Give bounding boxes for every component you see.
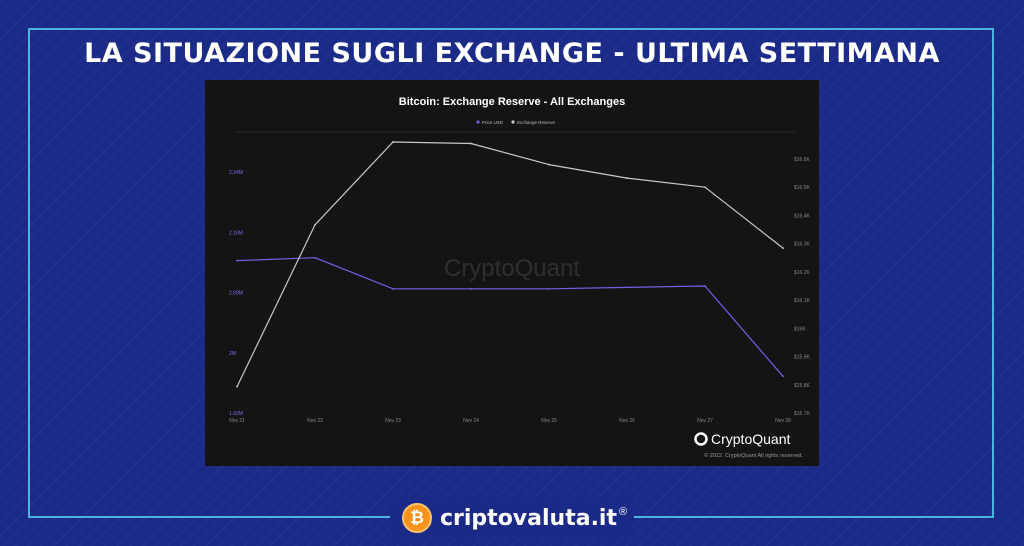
price-usd-point <box>548 287 550 290</box>
left-axis-tick-label: 2M <box>229 351 236 357</box>
exchange-reserve-point <box>236 385 238 388</box>
legend-price-label: Price USD <box>482 120 504 125</box>
x-axis-tick-label: Nov 21 <box>229 418 245 424</box>
x-axis-tick-label: Nov 26 <box>619 418 635 424</box>
exchange-reserve-point <box>548 163 550 166</box>
cryptoquant-logo: CryptoQuant <box>694 431 790 447</box>
left-axis-tick-label: 2.16M <box>229 230 243 236</box>
exchange-reserve-point <box>470 142 472 145</box>
chart-marks: 2.24M 2.16M 2.08M 2M 1.92M $16.6K $16.5K $16.4K… <box>229 141 811 424</box>
legend-price-marker <box>476 120 480 124</box>
right-axis-tick-label: $15.8K <box>794 383 811 389</box>
right-axis-tick-label: $16.5K <box>794 185 811 191</box>
legend-reserve-label: Exchange Reserve <box>517 120 556 125</box>
exchange-reserve-point <box>704 186 706 189</box>
brand-name: criptovaluta.it <box>440 505 617 531</box>
exchange-reserve-chart: Bitcoin: Exchange Reserve - All Exchange… <box>229 96 811 459</box>
chart-watermark: CryptoQuant <box>444 255 580 282</box>
right-axis-tick-label: $16K <box>794 326 806 332</box>
left-axis-tick-label: 2.24M <box>229 170 243 176</box>
right-axis-tick-label: $16.6K <box>794 157 811 163</box>
bitcoin-coin-icon: ₿ <box>402 503 432 533</box>
x-axis-tick-label: Nov 27 <box>697 418 713 424</box>
chart-legend: Price USD Exchange Reserve <box>476 120 556 125</box>
cryptoquant-logo-text: CryptoQuant <box>711 431 790 447</box>
registered-mark: ® <box>618 506 628 518</box>
price-usd-point <box>470 287 472 290</box>
right-axis-tick-label: $16.3K <box>794 242 811 248</box>
price-usd-point <box>704 285 706 287</box>
x-axis-tick-label: Nov 28 <box>775 418 791 424</box>
page-title: LA SITUAZIONE SUGLI EXCHANGE - ULTIMA SE… <box>84 38 940 69</box>
brand-logo: ₿ criptovaluta.it ® <box>402 500 627 536</box>
x-axis-tick-label: Nov 25 <box>541 418 557 424</box>
price-usd-point <box>314 256 316 259</box>
chart-copyright: © 2022. CryptoQuant All rights reserved. <box>704 452 803 459</box>
price-usd-point <box>782 375 784 378</box>
chart-panel: Bitcoin: Exchange Reserve - All Exchange… <box>205 80 819 466</box>
x-axis-tick-label: Nov 24 <box>463 418 479 424</box>
price-usd-line <box>236 257 784 377</box>
right-axis-tick-label: $16.2K <box>794 270 811 276</box>
left-axis-tick-label: 2.08M <box>229 291 243 297</box>
price-usd-point <box>626 286 628 289</box>
right-axis-tick-label: $16.1K <box>794 298 811 304</box>
x-axis-tick-label: Nov 22 <box>307 418 323 424</box>
exchange-reserve-line <box>236 141 784 387</box>
exchange-reserve-point <box>626 177 628 180</box>
legend-reserve-marker <box>511 120 515 124</box>
cryptoquant-logo-icon <box>694 432 708 446</box>
exchange-reserve-point <box>392 141 394 143</box>
right-axis-tick-label: $15.7K <box>794 411 811 417</box>
right-axis-tick-label: $16.4K <box>794 213 811 219</box>
exchange-reserve-point <box>314 223 316 226</box>
x-axis-tick-label: Nov 23 <box>385 418 401 424</box>
price-usd-point <box>392 287 394 290</box>
chart-title: Bitcoin: Exchange Reserve - All Exchange… <box>399 96 625 108</box>
left-axis-tick-label: 1.92M <box>229 411 243 417</box>
price-usd-point <box>236 259 238 262</box>
right-axis-tick-label: $15.9K <box>794 355 811 361</box>
exchange-reserve-point <box>782 247 784 250</box>
